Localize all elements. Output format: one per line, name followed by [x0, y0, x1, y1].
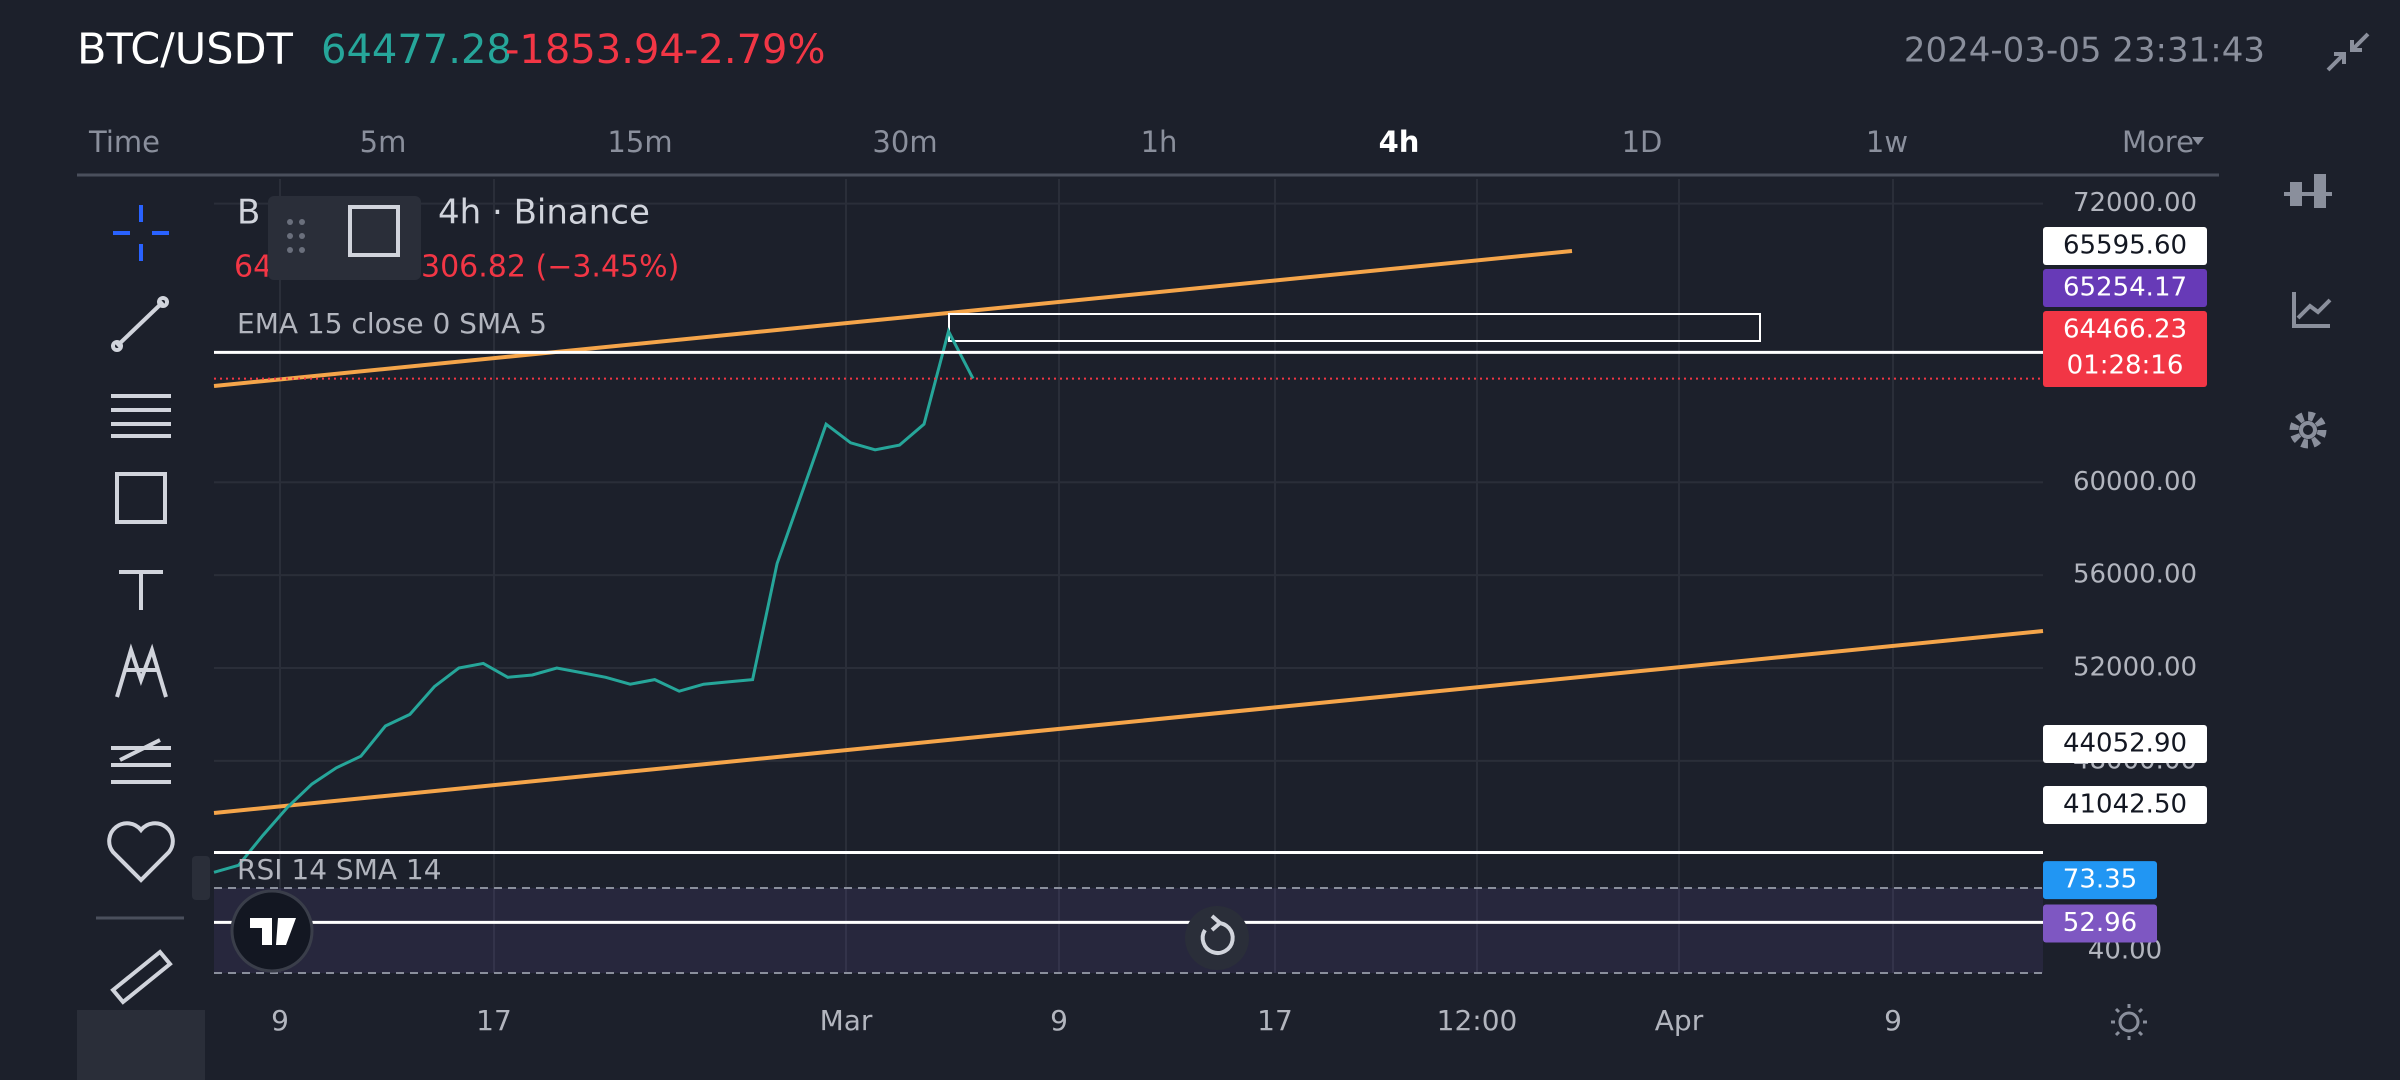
pattern-tool[interactable]	[115, 643, 168, 698]
grid	[214, 179, 2043, 973]
indicators-button[interactable]	[2292, 292, 2332, 328]
rsi-tag	[2043, 904, 2157, 943]
price: 64477.28	[321, 27, 512, 73]
prediction-tool[interactable]	[111, 738, 171, 784]
fib-tool[interactable]	[111, 394, 171, 438]
legend-title: 4h · Binance	[438, 193, 650, 233]
collapse-handle[interactable]	[192, 856, 210, 900]
floating-toolbar[interactable]	[268, 196, 421, 280]
line-tool[interactable]	[111, 296, 169, 352]
trend-line	[213, 629, 2044, 815]
timeframe-tab[interactable]: More	[2122, 125, 2194, 159]
date-tick-label: Mar	[820, 1004, 873, 1037]
price-tag-label: 65254.17	[2063, 273, 2187, 303]
chart-type-button[interactable]	[2284, 174, 2332, 208]
price-line	[213, 327, 975, 874]
price-tick-label: 56000.00	[2073, 560, 2197, 590]
price-tag	[2043, 786, 2207, 824]
price-tag-label: 64466.23	[2063, 315, 2187, 345]
price-tick-label: 60000.00	[2073, 467, 2197, 497]
rsi-legend: RSI 14 SMA 14	[237, 853, 442, 886]
rsi-tag-label: 52.96	[2063, 908, 2137, 938]
collapse-button[interactable]	[2326, 32, 2370, 72]
price-tag	[2043, 227, 2207, 265]
toolbar-fade	[77, 1010, 205, 1080]
timeframe-tabs: Time 5m 15m 30m 1h 4h 1D 1w More	[88, 125, 2204, 159]
date-tick-label: 9	[271, 1004, 289, 1037]
favorites-tool[interactable]	[107, 821, 175, 883]
price-tag	[2043, 311, 2207, 387]
timeframe-tab[interactable]: 1h	[1141, 125, 1178, 159]
crosshair-tool[interactable]	[113, 205, 169, 261]
rsi-band	[214, 888, 2043, 973]
change-pct: -2.79%	[684, 27, 826, 73]
legend-symbol: B	[237, 193, 260, 233]
change: -1853.94	[505, 27, 685, 73]
range-box	[948, 313, 1761, 342]
price-tag	[2043, 725, 2207, 763]
date-tick-label: 17	[476, 1004, 512, 1037]
symbol: BTC/USDT	[77, 25, 294, 75]
price-tag-label: 41042.50	[2063, 790, 2187, 820]
timeframe-tab[interactable]: 1D	[1622, 125, 1663, 159]
timeframe-tab[interactable]: 30m	[872, 125, 937, 159]
ruler-tool[interactable]	[110, 949, 173, 1005]
countdown: 01:28:16	[2067, 351, 2184, 381]
settings-button[interactable]	[2289, 411, 2327, 449]
date-tick-label: 9	[1050, 1004, 1068, 1037]
legend-value: 64	[234, 250, 272, 285]
price-tag-label: 44052.90	[2063, 729, 2187, 759]
rect-tool[interactable]	[115, 472, 167, 524]
date-tick-label: 12:00	[1437, 1004, 1518, 1037]
legend-change: 306.82 (−3.45%)	[421, 250, 679, 285]
ema-legend: EMA 15 close 0 SMA 5	[237, 307, 547, 340]
date-tick-label: 9	[1884, 1004, 1902, 1037]
rsi-tag-label: 73.35	[2063, 865, 2137, 895]
timeframe-tab[interactable]: 4h	[1379, 125, 1420, 159]
timeframe-tab[interactable]: 15m	[607, 125, 672, 159]
plot	[213, 327, 2043, 924]
dropdown-arrow	[2192, 137, 2204, 145]
reset-button[interactable]	[1185, 906, 1249, 970]
price-tag	[2043, 269, 2207, 307]
date-tick-label: Apr	[1655, 1004, 1704, 1037]
price-tick-label: 52000.00	[2073, 652, 2197, 682]
rsi-tag	[2043, 861, 2157, 900]
date-tick-label: 17	[1257, 1004, 1293, 1037]
timestamp: 2024-03-05 23:31:43	[1904, 31, 2265, 71]
price-tag-label: 65595.60	[2063, 231, 2187, 261]
theme-button[interactable]	[2111, 1004, 2147, 1040]
timeframe-tab[interactable]: Time	[88, 125, 160, 159]
timeframe-tab[interactable]: 5m	[360, 125, 407, 159]
trend-line	[213, 249, 1573, 388]
price-tick-label: 72000.00	[2073, 188, 2197, 218]
drawing-toolbar	[77, 205, 210, 1080]
text-tool[interactable]	[119, 570, 163, 610]
timeframe-tab[interactable]: 1w	[1866, 125, 1908, 159]
tradingview-logo[interactable]	[230, 889, 314, 973]
labels: 72000.0060000.0056000.0052000.0048000.00…	[271, 188, 2207, 1037]
